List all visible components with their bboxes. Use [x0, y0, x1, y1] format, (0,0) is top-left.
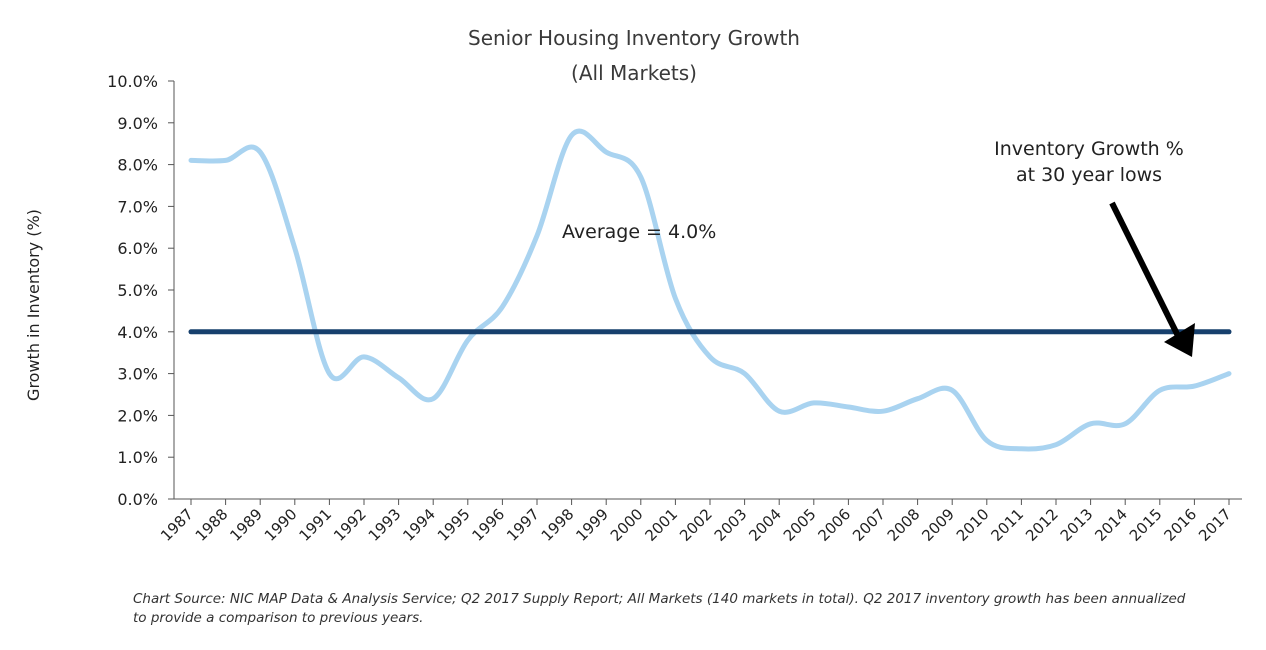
x-tick-label: 2000 [607, 505, 647, 545]
x-tick-label: 1995 [434, 505, 474, 545]
x-tick-label: 1998 [538, 505, 578, 545]
x-tick-label: 2009 [918, 505, 958, 545]
average-annotation: Average = 4.0% [562, 221, 716, 243]
x-tick-label: 2003 [711, 505, 751, 545]
x-tick-label: 1992 [330, 505, 370, 545]
x-tick-label: 2007 [849, 505, 889, 545]
chart: Senior Housing Inventory Growth (All Mar… [24, 26, 1242, 545]
y-tick-label: 0.0% [117, 490, 158, 509]
x-tick-label: 2001 [641, 505, 681, 545]
x-tick-label: 2011 [987, 505, 1027, 545]
x-tick-label: 1990 [261, 505, 301, 545]
y-tick-label: 10.0% [107, 72, 158, 91]
x-tick-label: 2002 [676, 505, 716, 545]
x-tick-label: 1989 [226, 505, 266, 545]
lows-annotation-line2: at 30 year lows [1016, 164, 1162, 186]
y-tick-label: 7.0% [117, 197, 158, 216]
y-tick-label: 4.0% [117, 323, 158, 342]
x-tick-label: 2014 [1091, 505, 1131, 545]
y-axis: 0.0% 1.0% 2.0% 3.0% 4.0% 5.0% 6.0% 7.0% 8.0% 9.0%… [107, 72, 175, 509]
y-tick-label: 9.0% [117, 114, 158, 133]
series-layer [188, 128, 1232, 452]
x-tick-label: 1988 [192, 505, 232, 545]
x-axis: 1987198819891990199119921993199419951996… [157, 498, 1242, 545]
y-axis-label: Growth in Inventory (%) [24, 209, 43, 401]
chart-subtitle: (All Markets) [571, 61, 697, 85]
x-tick-label: 2017 [1195, 505, 1235, 545]
x-tick-label: 2015 [1126, 505, 1166, 545]
y-tick-label: 3.0% [117, 365, 158, 384]
x-tick-label: 2008 [884, 505, 924, 545]
x-tick-label: 2012 [1022, 505, 1062, 545]
y-tick-label: 5.0% [117, 281, 158, 300]
x-tick-label: 2006 [814, 505, 854, 545]
x-tick-label: 2016 [1160, 505, 1200, 545]
lows-annotation-line1: Inventory Growth % [994, 138, 1184, 160]
x-tick-label: 2004 [745, 505, 785, 545]
x-tick-label: 1994 [399, 505, 439, 545]
x-tick-label: 2013 [1057, 505, 1097, 545]
x-tick-label: 1996 [468, 505, 508, 545]
x-tick-label: 1999 [572, 505, 612, 545]
annotation-arrow [1109, 201, 1195, 357]
y-tick-label: 2.0% [117, 406, 158, 425]
x-tick-label: 1987 [157, 505, 197, 545]
x-tick-label: 1991 [295, 505, 335, 545]
x-tick-label: 2010 [953, 505, 993, 545]
source-note: Chart Source: NIC MAP Data & Analysis Se… [133, 591, 1186, 626]
y-tick-label: 1.0% [117, 448, 158, 467]
series-line-inventory-growth [188, 128, 1232, 452]
x-tick-label: 1997 [503, 505, 543, 545]
y-tick-label: 8.0% [117, 156, 158, 175]
y-tick-label: 6.0% [117, 239, 158, 258]
x-tick-label: 1993 [365, 505, 405, 545]
x-tick-label: 2005 [780, 505, 820, 545]
chart-title: Senior Housing Inventory Growth [468, 26, 800, 50]
